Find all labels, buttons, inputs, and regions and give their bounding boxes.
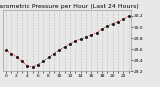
Title: Barometric Pressure per Hour (Last 24 Hours): Barometric Pressure per Hour (Last 24 Ho… <box>0 4 139 9</box>
